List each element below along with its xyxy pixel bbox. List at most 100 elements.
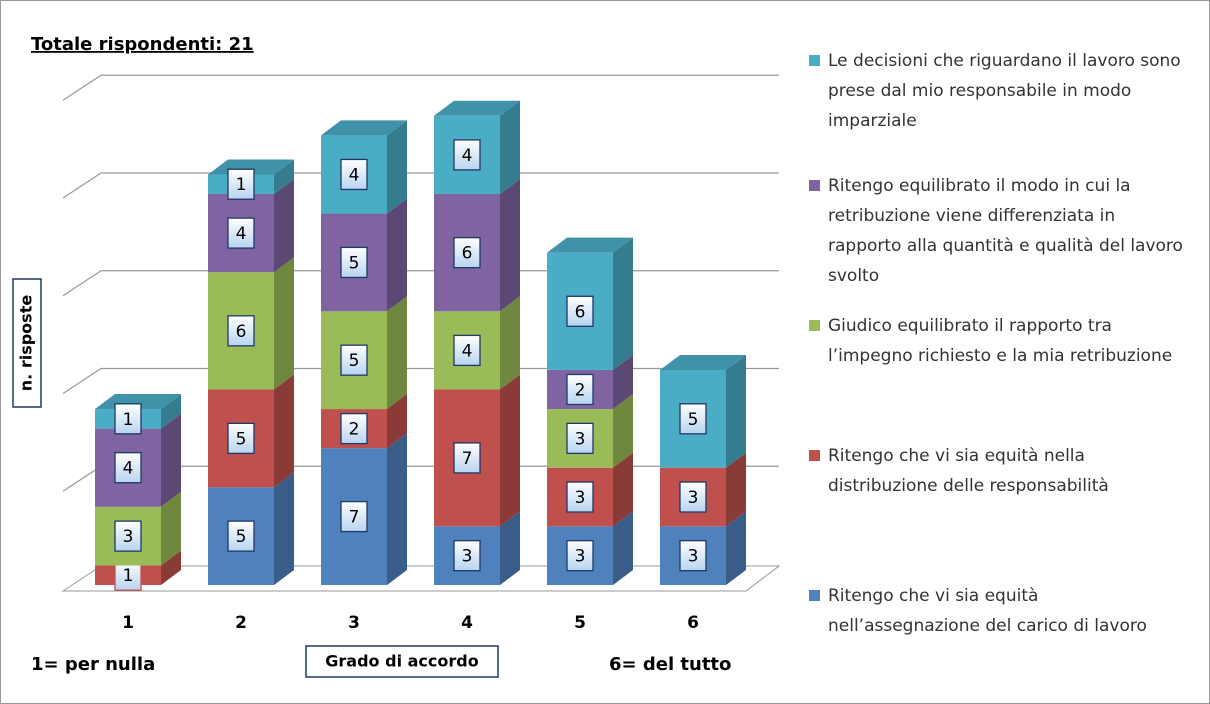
data-label: 2 — [349, 420, 360, 440]
bar-side — [161, 394, 181, 429]
grid-line — [62, 172, 779, 199]
bar-side — [726, 511, 746, 585]
data-label: 6 — [575, 302, 586, 322]
bar-side — [500, 100, 520, 194]
bar-side — [726, 354, 746, 468]
legend-label: Giudico equilibrato il rapporto tra l’im… — [828, 316, 1173, 366]
data-label-box — [340, 500, 368, 533]
data-label-box — [566, 481, 594, 513]
data-label: 3 — [575, 547, 586, 567]
x-tick-label: 4 — [461, 613, 473, 633]
data-label-box — [566, 540, 594, 572]
bar-side — [500, 296, 520, 390]
data-label-box — [114, 452, 142, 484]
data-label-box — [679, 540, 707, 572]
legend-entry: Ritengo che vi sia equità nella distribu… — [809, 441, 1189, 501]
bar-side — [161, 413, 181, 507]
bar-top — [434, 100, 520, 116]
x-label-box — [305, 645, 499, 678]
grid-line — [62, 74, 779, 101]
data-label: 3 — [575, 488, 586, 508]
bar-side — [500, 511, 520, 585]
data-label-box — [340, 344, 368, 376]
bar-side — [387, 433, 407, 585]
data-label-box — [453, 334, 481, 367]
data-label: 7 — [349, 508, 360, 528]
data-label: 1 — [236, 175, 247, 195]
data-label: 6 — [462, 244, 473, 264]
x-tick-label: 2 — [235, 613, 247, 633]
data-label: 5 — [349, 253, 360, 273]
x-tick-label: 5 — [574, 613, 586, 633]
bar-side — [726, 452, 746, 527]
data-label: 3 — [575, 429, 586, 449]
bar-top — [660, 354, 746, 370]
bar-side — [161, 550, 181, 585]
bar-side — [274, 159, 294, 194]
bar-side — [274, 257, 294, 390]
x-tick-label: 6 — [687, 613, 699, 633]
legend-entry: Le decisioni che riguardano il lavoro so… — [809, 46, 1189, 136]
legend-entry: Giudico equilibrato il rapporto tra l’im… — [809, 311, 1189, 371]
y-label-box — [12, 278, 42, 408]
legend-label: Ritengo che vi sia equità nella distribu… — [828, 446, 1109, 496]
annotation: 6= del tutto — [609, 654, 731, 675]
data-label-box — [114, 403, 142, 435]
data-label: 5 — [236, 429, 247, 449]
legend-swatch — [809, 450, 820, 461]
bar-top — [321, 120, 407, 136]
bar-side — [613, 452, 633, 527]
annotation: 1= per nulla — [31, 654, 155, 675]
data-label: 7 — [462, 449, 473, 469]
x-tick-label: 3 — [348, 613, 360, 633]
data-label-box — [227, 217, 255, 249]
x-axis-label: Grado di accordo — [325, 652, 478, 671]
data-label: 1 — [123, 566, 134, 586]
data-label-box — [114, 520, 142, 552]
data-label-box — [566, 373, 594, 406]
data-label-box — [227, 168, 255, 200]
legend-label: Le decisioni che riguardano il lavoro so… — [828, 51, 1181, 131]
x-tick-label: 1 — [122, 613, 134, 633]
legend-swatch — [809, 55, 820, 66]
data-label-box — [679, 403, 707, 435]
bar-side — [387, 394, 407, 449]
legend-swatch — [809, 180, 820, 191]
bar-segment — [547, 452, 633, 527]
data-label-box — [227, 422, 255, 455]
bar-segment — [208, 257, 294, 390]
legend-label: Ritengo che vi sia equità nell’assegnazi… — [828, 586, 1147, 636]
bar-side — [387, 120, 407, 214]
legend-swatch — [809, 320, 820, 331]
bar-side — [274, 179, 294, 273]
bar-side — [161, 491, 181, 566]
data-label: 3 — [688, 488, 699, 508]
bar-side — [500, 179, 520, 312]
data-label: 4 — [123, 459, 134, 479]
bar-side — [613, 394, 633, 468]
data-label-box — [566, 422, 594, 455]
data-label: 4 — [462, 341, 473, 361]
bar-segment — [321, 296, 407, 410]
bar-side — [387, 198, 407, 312]
data-label-box — [453, 442, 481, 474]
data-label-box — [340, 412, 368, 445]
bar-side — [387, 296, 407, 410]
data-label-box — [566, 295, 594, 327]
data-label-box — [340, 246, 368, 279]
data-label: 5 — [349, 351, 360, 371]
bar-segment — [660, 354, 746, 468]
data-label-box — [227, 520, 255, 552]
data-label-box — [453, 540, 481, 572]
legend-entry: Ritengo che vi sia equità nell’assegnazi… — [809, 581, 1189, 641]
bar-side — [613, 237, 633, 370]
data-label: 4 — [236, 224, 247, 244]
data-label-box — [340, 158, 368, 191]
data-label: 5 — [236, 527, 247, 547]
data-label: 1 — [123, 410, 134, 430]
data-label: 5 — [688, 410, 699, 430]
legend-entry: Ritengo equilibrato il modo in cui la re… — [809, 171, 1189, 291]
bar-side — [500, 374, 520, 527]
legend-swatch — [809, 590, 820, 601]
